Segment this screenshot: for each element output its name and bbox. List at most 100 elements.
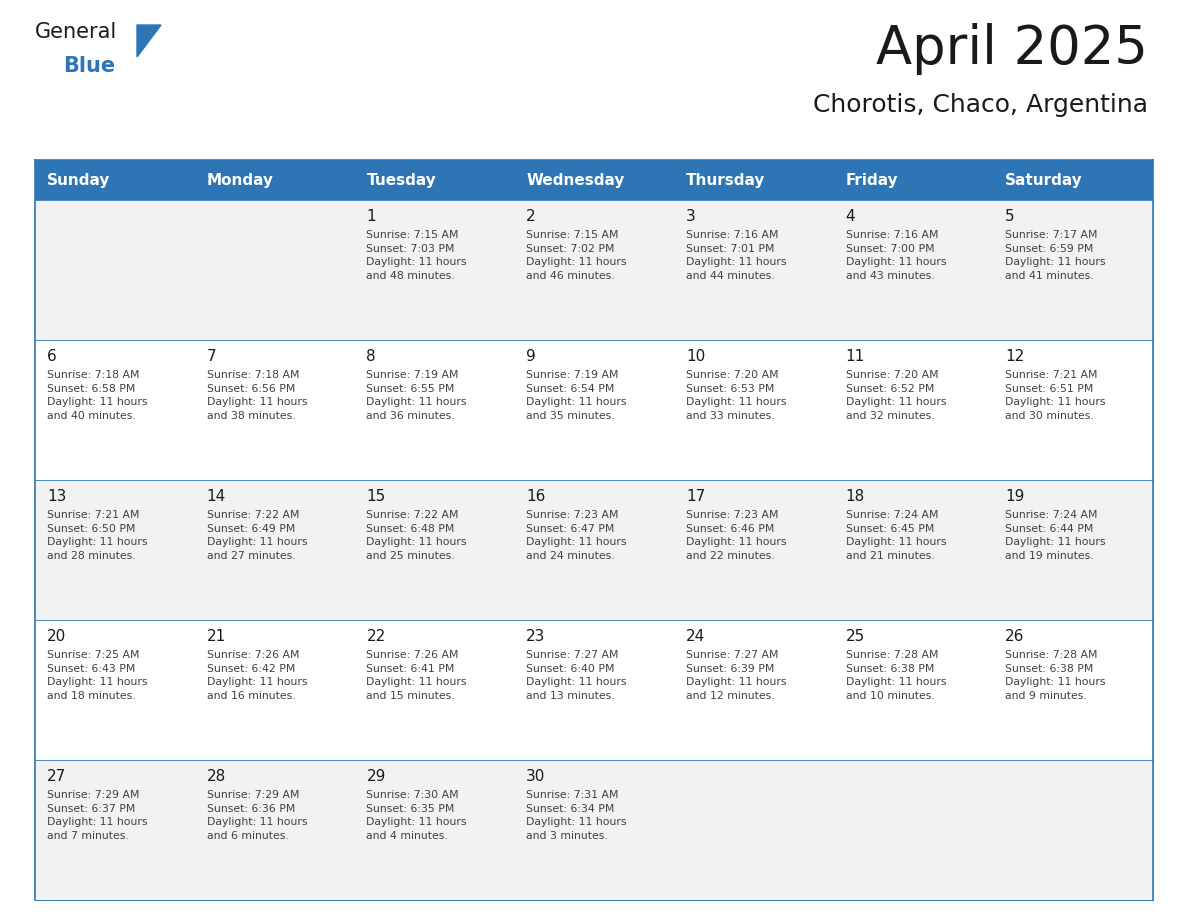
Text: 26: 26 <box>1005 629 1025 644</box>
Text: 5: 5 <box>1005 209 1015 224</box>
Text: Sunrise: 7:29 AM
Sunset: 6:37 PM
Daylight: 11 hours
and 7 minutes.: Sunrise: 7:29 AM Sunset: 6:37 PM Dayligh… <box>48 790 147 841</box>
Text: Sunrise: 7:19 AM
Sunset: 6:54 PM
Daylight: 11 hours
and 35 minutes.: Sunrise: 7:19 AM Sunset: 6:54 PM Dayligh… <box>526 370 626 420</box>
Bar <box>354 620 514 760</box>
Bar <box>514 480 674 620</box>
Text: Sunrise: 7:21 AM
Sunset: 6:51 PM
Daylight: 11 hours
and 30 minutes.: Sunrise: 7:21 AM Sunset: 6:51 PM Dayligh… <box>1005 370 1106 420</box>
Bar <box>514 760 674 900</box>
Bar <box>993 760 1154 900</box>
Bar <box>834 620 993 760</box>
Text: Thursday: Thursday <box>685 173 765 187</box>
Text: 20: 20 <box>48 629 67 644</box>
Bar <box>514 160 674 200</box>
Bar <box>34 160 195 200</box>
Text: 19: 19 <box>1005 489 1025 504</box>
Text: 1: 1 <box>366 209 377 224</box>
Text: Sunrise: 7:31 AM
Sunset: 6:34 PM
Daylight: 11 hours
and 3 minutes.: Sunrise: 7:31 AM Sunset: 6:34 PM Dayligh… <box>526 790 626 841</box>
Text: 21: 21 <box>207 629 226 644</box>
Text: 11: 11 <box>846 349 865 364</box>
Bar <box>674 200 834 340</box>
Bar <box>834 480 993 620</box>
Text: 17: 17 <box>685 489 706 504</box>
Text: Sunrise: 7:24 AM
Sunset: 6:44 PM
Daylight: 11 hours
and 19 minutes.: Sunrise: 7:24 AM Sunset: 6:44 PM Dayligh… <box>1005 510 1106 561</box>
Bar <box>674 480 834 620</box>
Text: 3: 3 <box>685 209 696 224</box>
Text: 24: 24 <box>685 629 706 644</box>
Text: 16: 16 <box>526 489 545 504</box>
Text: Blue: Blue <box>63 56 115 76</box>
Text: 8: 8 <box>366 349 377 364</box>
Text: Sunrise: 7:30 AM
Sunset: 6:35 PM
Daylight: 11 hours
and 4 minutes.: Sunrise: 7:30 AM Sunset: 6:35 PM Dayligh… <box>366 790 467 841</box>
Bar <box>354 160 514 200</box>
Text: Saturday: Saturday <box>1005 173 1083 187</box>
Text: Sunrise: 7:28 AM
Sunset: 6:38 PM
Daylight: 11 hours
and 10 minutes.: Sunrise: 7:28 AM Sunset: 6:38 PM Dayligh… <box>846 650 946 700</box>
Bar <box>834 340 993 480</box>
Text: Sunrise: 7:24 AM
Sunset: 6:45 PM
Daylight: 11 hours
and 21 minutes.: Sunrise: 7:24 AM Sunset: 6:45 PM Dayligh… <box>846 510 946 561</box>
Text: 9: 9 <box>526 349 536 364</box>
Bar <box>195 480 354 620</box>
Bar <box>34 480 195 620</box>
Text: Sunrise: 7:26 AM
Sunset: 6:42 PM
Daylight: 11 hours
and 16 minutes.: Sunrise: 7:26 AM Sunset: 6:42 PM Dayligh… <box>207 650 308 700</box>
Text: Sunrise: 7:22 AM
Sunset: 6:48 PM
Daylight: 11 hours
and 25 minutes.: Sunrise: 7:22 AM Sunset: 6:48 PM Dayligh… <box>366 510 467 561</box>
Bar <box>993 480 1154 620</box>
Text: 28: 28 <box>207 769 226 784</box>
Bar <box>993 340 1154 480</box>
Text: Sunrise: 7:17 AM
Sunset: 6:59 PM
Daylight: 11 hours
and 41 minutes.: Sunrise: 7:17 AM Sunset: 6:59 PM Dayligh… <box>1005 230 1106 281</box>
Text: Sunrise: 7:20 AM
Sunset: 6:53 PM
Daylight: 11 hours
and 33 minutes.: Sunrise: 7:20 AM Sunset: 6:53 PM Dayligh… <box>685 370 786 420</box>
Bar <box>354 760 514 900</box>
Text: 12: 12 <box>1005 349 1024 364</box>
Text: 13: 13 <box>48 489 67 504</box>
Bar <box>674 620 834 760</box>
Text: 30: 30 <box>526 769 545 784</box>
Bar <box>514 340 674 480</box>
Bar <box>34 340 195 480</box>
Text: Sunrise: 7:19 AM
Sunset: 6:55 PM
Daylight: 11 hours
and 36 minutes.: Sunrise: 7:19 AM Sunset: 6:55 PM Dayligh… <box>366 370 467 420</box>
Text: 29: 29 <box>366 769 386 784</box>
Text: Sunrise: 7:21 AM
Sunset: 6:50 PM
Daylight: 11 hours
and 28 minutes.: Sunrise: 7:21 AM Sunset: 6:50 PM Dayligh… <box>48 510 147 561</box>
Bar <box>195 760 354 900</box>
Text: 4: 4 <box>846 209 855 224</box>
Bar <box>34 620 195 760</box>
Text: April 2025: April 2025 <box>876 23 1148 75</box>
Text: Sunday: Sunday <box>48 173 110 187</box>
Bar <box>514 620 674 760</box>
Text: 6: 6 <box>48 349 57 364</box>
Text: 7: 7 <box>207 349 216 364</box>
Text: Sunrise: 7:23 AM
Sunset: 6:47 PM
Daylight: 11 hours
and 24 minutes.: Sunrise: 7:23 AM Sunset: 6:47 PM Dayligh… <box>526 510 626 561</box>
Bar <box>195 160 354 200</box>
Text: Sunrise: 7:16 AM
Sunset: 7:00 PM
Daylight: 11 hours
and 43 minutes.: Sunrise: 7:16 AM Sunset: 7:00 PM Dayligh… <box>846 230 946 281</box>
Text: Sunrise: 7:18 AM
Sunset: 6:56 PM
Daylight: 11 hours
and 38 minutes.: Sunrise: 7:18 AM Sunset: 6:56 PM Dayligh… <box>207 370 308 420</box>
Text: 15: 15 <box>366 489 386 504</box>
Text: Sunrise: 7:29 AM
Sunset: 6:36 PM
Daylight: 11 hours
and 6 minutes.: Sunrise: 7:29 AM Sunset: 6:36 PM Dayligh… <box>207 790 308 841</box>
Polygon shape <box>137 25 162 57</box>
Text: 18: 18 <box>846 489 865 504</box>
Bar <box>834 160 993 200</box>
Bar <box>674 340 834 480</box>
Bar <box>195 340 354 480</box>
Text: Sunrise: 7:16 AM
Sunset: 7:01 PM
Daylight: 11 hours
and 44 minutes.: Sunrise: 7:16 AM Sunset: 7:01 PM Dayligh… <box>685 230 786 281</box>
Bar <box>354 480 514 620</box>
Text: Sunrise: 7:23 AM
Sunset: 6:46 PM
Daylight: 11 hours
and 22 minutes.: Sunrise: 7:23 AM Sunset: 6:46 PM Dayligh… <box>685 510 786 561</box>
Bar <box>34 200 195 340</box>
Bar <box>993 620 1154 760</box>
Text: 2: 2 <box>526 209 536 224</box>
Text: 22: 22 <box>366 629 386 644</box>
Bar <box>354 340 514 480</box>
Text: Friday: Friday <box>846 173 898 187</box>
Text: 10: 10 <box>685 349 706 364</box>
Text: Tuesday: Tuesday <box>366 173 436 187</box>
Bar <box>834 760 993 900</box>
Text: Sunrise: 7:15 AM
Sunset: 7:03 PM
Daylight: 11 hours
and 48 minutes.: Sunrise: 7:15 AM Sunset: 7:03 PM Dayligh… <box>366 230 467 281</box>
Text: Sunrise: 7:15 AM
Sunset: 7:02 PM
Daylight: 11 hours
and 46 minutes.: Sunrise: 7:15 AM Sunset: 7:02 PM Dayligh… <box>526 230 626 281</box>
Text: 27: 27 <box>48 769 67 784</box>
Text: Sunrise: 7:18 AM
Sunset: 6:58 PM
Daylight: 11 hours
and 40 minutes.: Sunrise: 7:18 AM Sunset: 6:58 PM Dayligh… <box>48 370 147 420</box>
Bar <box>34 760 195 900</box>
Text: Sunrise: 7:26 AM
Sunset: 6:41 PM
Daylight: 11 hours
and 15 minutes.: Sunrise: 7:26 AM Sunset: 6:41 PM Dayligh… <box>366 650 467 700</box>
Bar <box>195 200 354 340</box>
Bar <box>993 200 1154 340</box>
Text: Sunrise: 7:27 AM
Sunset: 6:40 PM
Daylight: 11 hours
and 13 minutes.: Sunrise: 7:27 AM Sunset: 6:40 PM Dayligh… <box>526 650 626 700</box>
Bar <box>195 620 354 760</box>
Text: Chorotis, Chaco, Argentina: Chorotis, Chaco, Argentina <box>813 93 1148 117</box>
Text: Wednesday: Wednesday <box>526 173 625 187</box>
Text: Sunrise: 7:28 AM
Sunset: 6:38 PM
Daylight: 11 hours
and 9 minutes.: Sunrise: 7:28 AM Sunset: 6:38 PM Dayligh… <box>1005 650 1106 700</box>
Bar <box>834 200 993 340</box>
